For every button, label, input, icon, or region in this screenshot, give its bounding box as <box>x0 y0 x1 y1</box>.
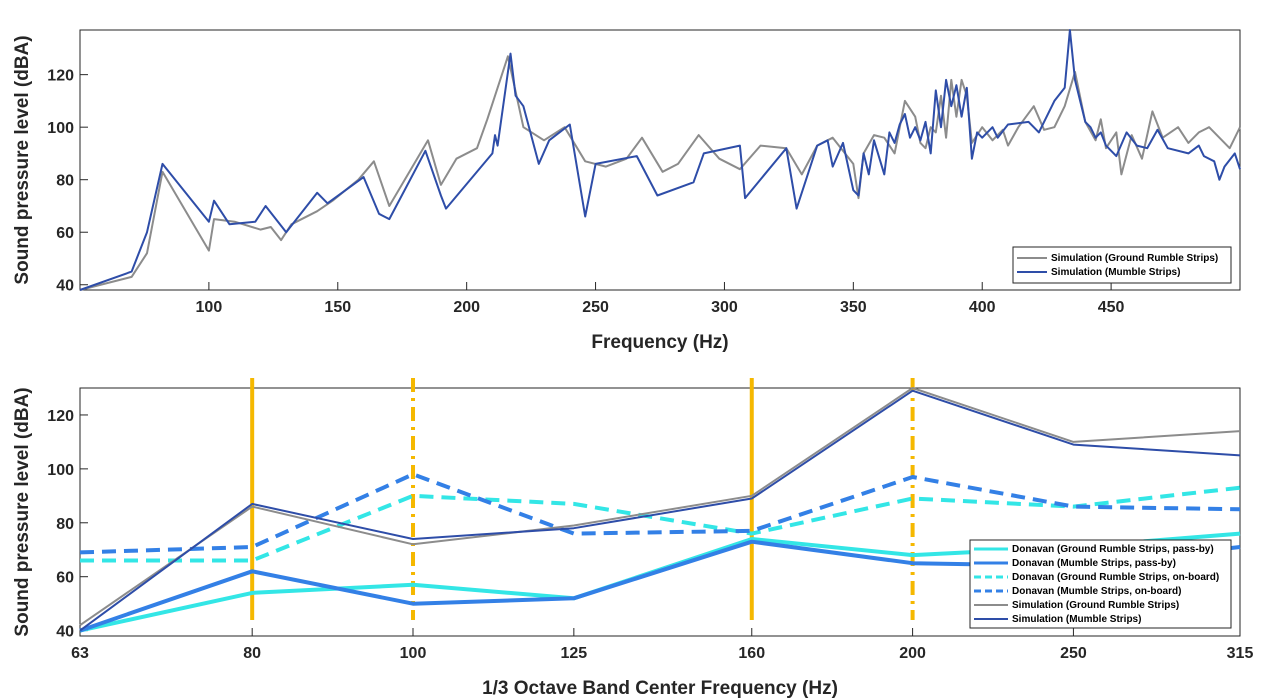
bottom-series-line-2 <box>80 485 1241 563</box>
bottom-x-tick-label-7: 315 <box>1227 645 1254 662</box>
bottom-legend-label-1: Donavan (Mumble Strips, pass-by) <box>1012 558 1176 569</box>
bottom-legend-label-2: Donavan (Ground Rumble Strips, on-board) <box>1012 572 1219 583</box>
bottom-legend-label-5: Simulation (Mumble Strips) <box>1012 614 1141 625</box>
top-y-axis-label: Sound pressure level (dBA) <box>12 35 33 284</box>
bottom-x-tick-label-3: 125 <box>560 645 587 662</box>
bottom-series-line-3 <box>79 472 1241 555</box>
bottom-x-tick-label-5: 200 <box>899 645 926 662</box>
top-x-axis-label: Frequency (Hz) <box>591 332 728 353</box>
bottom-legend-label-3: Donavan (Mumble Strips, on-board) <box>1012 586 1181 597</box>
bottom-y-tick-label-0: 40 <box>56 624 74 641</box>
top-x-tick-label-7: 450 <box>1098 299 1125 316</box>
top-y-ticks: 40 60 80 100 120 <box>47 68 88 295</box>
bottom-x-tick-label-1: 80 <box>243 645 261 662</box>
bottom-legend-box <box>969 539 1232 629</box>
bottom-x-tick-label-4: 160 <box>738 645 765 662</box>
bottom-series-line-4 <box>79 387 1241 627</box>
bottom-series-line-5 <box>79 389 1241 632</box>
bottom-y-tick-label-2: 80 <box>56 516 74 533</box>
bottom-x-tick-label-2: 100 <box>400 645 427 662</box>
bottom-y-tick-label-3: 100 <box>47 462 74 479</box>
top-x-tick-label-5: 350 <box>840 299 867 316</box>
top-series-line-0 <box>79 55 1241 291</box>
top-x-tick-label-6: 400 <box>969 299 996 316</box>
bottom-y-tick-label-4: 120 <box>47 408 74 425</box>
bottom-y-ticks: 40 60 80 100 120 <box>47 408 88 641</box>
bottom-series <box>79 387 1241 633</box>
chart-top: 40 60 80 100 120 100 150 200 250 300 350 400 450 Fr… <box>12 29 1241 353</box>
top-x-tick-label-3: 250 <box>582 299 609 316</box>
bottom-x-axis-label: 1/3 Octave Band Center Frequency (Hz) <box>482 678 838 698</box>
bottom-legend-label-0: Donavan (Ground Rumble Strips, pass-by) <box>1012 544 1214 555</box>
top-series-line-1 <box>79 29 1241 291</box>
top-y-tick-label-1: 60 <box>56 225 74 242</box>
bottom-y-tick-label-1: 60 <box>56 570 74 587</box>
top-x-tick-label-4: 300 <box>711 299 738 316</box>
bottom-x-tick-label-6: 250 <box>1060 645 1087 662</box>
bottom-y-axis-label: Sound pressure level (dBA) <box>12 387 33 636</box>
top-y-tick-label-4: 120 <box>47 68 74 85</box>
top-series <box>79 29 1241 291</box>
chart-bottom: 40 60 80 100 120 63 80 100 125 160 200 250 315 1/3 … <box>12 378 1253 698</box>
top-legend-label-0: Simulation (Ground Rumble Strips) <box>1051 253 1218 264</box>
bottom-legend: Donavan (Ground Rumble Strips, pass-by) D… <box>969 539 1232 629</box>
top-x-tick-label-2: 200 <box>453 299 480 316</box>
top-x-ticks: 100 150 200 250 300 350 400 450 <box>196 282 1125 316</box>
bottom-x-ticks: 63 80 100 125 160 200 250 315 <box>71 628 1253 662</box>
bottom-legend-label-4: Simulation (Ground Rumble Strips) <box>1012 600 1179 611</box>
top-legend-box <box>1012 246 1232 284</box>
bottom-x-tick-label-0: 63 <box>71 645 89 662</box>
top-y-tick-label-2: 80 <box>56 173 74 190</box>
top-legend-label-1: Simulation (Mumble Strips) <box>1051 267 1180 278</box>
bottom-vertical-markers <box>250 378 915 620</box>
top-y-tick-label-0: 40 <box>56 278 74 295</box>
top-x-tick-label-1: 150 <box>324 299 351 316</box>
top-x-tick-label-0: 100 <box>196 299 223 316</box>
top-y-tick-label-3: 100 <box>47 120 74 137</box>
top-legend: Simulation (Ground Rumble Strips) Simula… <box>1012 246 1232 284</box>
